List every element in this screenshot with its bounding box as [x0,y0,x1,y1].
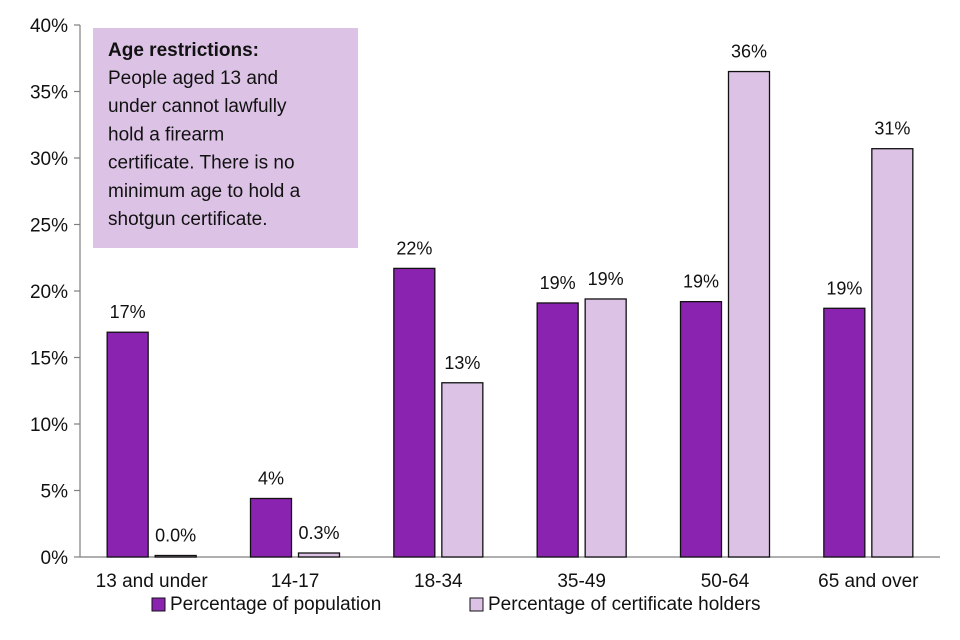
data-label: 0.0% [155,526,196,546]
bar-certificate-holders [297,552,341,558]
data-label: 0.3% [298,523,339,543]
data-label: 36% [731,42,767,62]
data-labels: 17% 0.0% 4% 0.3% 22% 13% 19% 19% 19% 36% 19% 31% [110,42,911,546]
bar-population [393,267,436,558]
x-tick-label: 50-64 [701,571,750,592]
y-tick-label: 10% [30,415,68,436]
y-tick-label: 20% [30,282,68,303]
legend-label: Percentage of certificate holders [488,594,761,615]
annotation-background [93,28,358,248]
legend: Percentage of population Percentage of ce… [151,594,761,615]
data-label: 19% [683,272,719,292]
annotation-box: Age restrictions: People aged 13 and unde… [93,28,358,248]
annotation-line: certificate. There is no [108,153,295,174]
annotation-text: People aged 13 and under cannot lawfully h… [108,68,301,230]
x-tick-label: 14-17 [271,571,320,592]
data-label: 4% [258,468,284,488]
legend-swatch [151,597,166,612]
data-label: 17% [110,302,146,322]
x-tick-label: 13 and under [96,571,209,592]
y-tick-label: 30% [30,149,68,170]
annotation-line: minimum age to hold a [108,181,301,202]
x-tick-label: 35-49 [557,571,606,592]
legend-swatch [469,597,484,612]
data-label: 19% [588,269,624,289]
y-tick-label: 35% [30,83,68,104]
annotation-line: under cannot lawfully [108,96,287,117]
bar-population [679,300,723,558]
bar-certificate-holders [727,70,771,558]
bar-population [249,497,293,558]
legend-label: Percentage of population [170,594,381,615]
bar-certificate-holders [584,298,627,558]
annotation-line: People aged 13 and [108,68,278,89]
bar-certificate-holders [154,554,197,558]
y-tick-label: 15% [30,349,68,370]
y-tick-label: 5% [41,482,69,503]
y-tick-label: 0% [41,548,69,569]
bar-population [823,307,866,558]
annotation-line: hold a firearm [108,124,224,145]
data-label: 22% [396,238,432,258]
bar-certificate-holders [871,148,914,558]
x-tick-label: 65 and over [818,571,919,592]
y-tick-label: 25% [30,216,68,237]
annotation-line: shotgun certificate. [108,209,267,230]
x-tick-label: 18-34 [414,571,463,592]
data-label: 13% [444,353,480,373]
bar-population [536,302,579,558]
data-label: 19% [540,273,576,293]
bar-certificate-holders [441,382,484,558]
annotation-title: Age restrictions: [108,40,259,61]
axes: 0% 5% 10% 15% 20% 25% 30% 35% 40% 13 and under 14-… [30,16,940,592]
bar-population [106,331,149,558]
data-label: 31% [874,119,910,139]
bars [106,70,914,558]
data-label: 19% [826,278,862,298]
y-tick-label: 40% [30,16,68,37]
